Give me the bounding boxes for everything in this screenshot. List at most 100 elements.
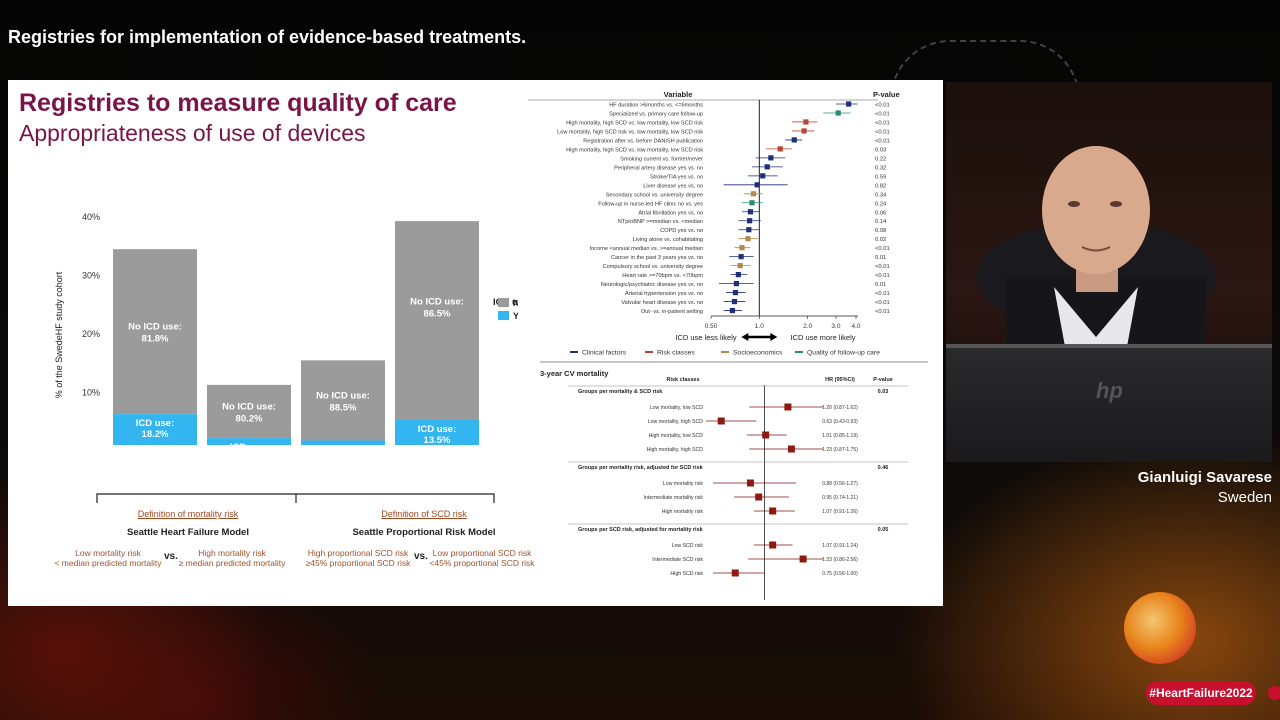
bar-no-label: No ICD use: [222,402,276,413]
hr-row-point [769,507,777,515]
hr-row-label: High mortality, high SCD [647,447,704,453]
hr-row-point [762,431,770,439]
hr-group-p: 0.05 [878,527,889,533]
legend-label: Yes [513,311,518,321]
legend-label: No [513,298,518,308]
forest-row-label: Compulsory school vs. university degree [603,264,703,270]
forest-row-point [846,101,852,107]
hr-row-label: High SCD risk [670,571,703,577]
speaker-country: Sweden [1217,489,1272,506]
bar-yes-icd [113,414,197,445]
hr-row-ci-text: 0.75 (0.56-1.00) [822,571,858,577]
forest-row-p: <0.01 [875,309,890,315]
low-scd-line2: <45% proportional SCD risk [429,558,535,568]
y-tick-label: 20% [82,329,100,339]
hr-group-p: 0.46 [878,465,889,471]
high-scd-definition: High proportional SCD risk ≥45% proporti… [302,548,414,568]
forest-row-p: 0.06 [875,210,886,216]
forest-row-p: 0.59 [875,174,886,180]
low-scd-definition: Low proportional SCD risk <45% proportio… [426,548,538,568]
bar-no-label: No ICD use: [410,297,464,308]
hr-header: HR (95%CI) [825,377,855,383]
icd-less-likely-label: ICD use less likely [675,333,737,342]
bar-no-icd [113,249,197,415]
hr-row-label: High mortality, low SCD [649,433,704,439]
scd-definition-link[interactable]: Definition of SCD risk [381,509,467,519]
heart-failure-logo-icon [1124,592,1196,664]
bar-yes-label: ICD use: [418,424,457,435]
forest-row-p: 0.14 [875,219,887,225]
forest-row-label: Cancer in the past 3 years yes vs. no [611,255,703,261]
forest-row-label: Secondary school vs. university degree [606,192,703,198]
high-mortality-line1: High mortality risk [198,548,266,558]
bar-no-value: 88.5% [330,402,357,413]
hr-group-p: 0.03 [878,389,889,395]
scd-model-name: Seattle Proportional Risk Model [352,527,496,538]
forest-row-p: 0.01 [875,282,886,288]
forest-variable-header: Variable [664,90,693,99]
hr-group-title: Groups per mortality & SCD risk [578,389,663,395]
forest-x-tick-label: 0.50 [705,323,718,330]
high-mortality-line2: ≥ median predicted mortality [178,558,286,568]
hashtag-dot-icon [1268,686,1280,700]
forest-x-tick-label: 4.0 [851,323,860,330]
hr-row-ci-text: 1.07 (0.91-1.24) [822,543,858,549]
icd-more-likely-label: ICD use more likely [790,333,855,342]
forest-row-label: Out- vs. in-patient setting [641,309,703,315]
forest-row-p: <0.01 [875,273,890,279]
forest-row-point [801,128,807,134]
hr-row-label: Intermediate SCD risk [652,557,703,563]
speaker-figure [976,146,1216,357]
hr-row-ci-text: 0.88 (0.56-1.27) [822,481,858,487]
forest-row-point [739,245,745,251]
forest-row-point [764,164,770,170]
forest-row-p: <0.01 [875,111,890,117]
forest-row-label: Valvular heart disease yes vs. no [621,300,703,306]
forest-row-p: 0.32 [875,165,886,171]
forest-row-label: Specialized vs. primary care follow-up [609,111,703,117]
forest-row-label: Low mortality, high SCD risk vs. low mor… [557,129,703,135]
forest-row-p: 0.01 [875,255,886,261]
banner-title: Registries for implementation of evidenc… [8,27,527,47]
hr-row-label: High mortality risk [662,509,704,515]
forest-row-label: High mortality, high SCD vs. low mortali… [566,120,703,126]
p-header: P-value [873,377,893,383]
forest-row-point [760,173,766,179]
forest-row-point [791,137,797,143]
hr-group-title: Groups per mortality risk, adjusted for … [578,465,704,471]
forest-row-point [768,155,774,161]
bar-no-value: 80.2% [236,414,263,425]
forest-row-label: Peripheral artery disease yes vs. no [614,165,703,171]
y-tick-label: 10% [82,388,100,398]
bar-yes-label: ICD use: [324,444,363,445]
bar-yes-label: ICD use: [230,442,269,445]
forest-row-point [747,209,754,215]
y-axis-label: % of the SwedeHF study cohort [54,271,64,398]
forest-row-label: High mortality, high SCD vs. low mortali… [566,147,703,153]
speaker-video: hp [946,82,1272,462]
forest-x-tick-label: 3.0 [831,323,840,330]
hr-row-label: Low mortality, high SCD [648,419,704,425]
forest-row-point [745,236,751,242]
mortality-definition-link[interactable]: Definition of mortality risk [137,509,239,519]
forest-row-label: Income <annual median vs. >=annual media… [590,246,703,252]
low-mortality-line1: Low mortality risk [75,548,141,558]
forest-row-label: Atrial fibrillation yes vs. no [638,210,703,216]
hr-row-ci-text: 0.95 (0.74-1.21) [822,495,858,501]
forest-row-p: 0.82 [875,183,886,189]
forest-row-label: Follow-up in nurse-led HF clinic no vs. … [598,201,703,207]
cv-mortality-title: 3-year CV mortality [540,369,609,378]
forest-row-p: 0.08 [875,228,886,234]
cv-mortality-forest-plot: 3-year CV mortality Risk classes HR (95%CI… [540,369,908,600]
bar-yes-icd [301,440,385,445]
forest-row-point [729,307,736,314]
forest-row-label: Liver disease yes vs. no [643,183,703,189]
forest-row-p: 0.02 [875,237,886,243]
bar-yes-icd [207,438,291,445]
forest-row-point [746,227,752,233]
forest-row-point [738,254,744,260]
forest-row-p: 0.24 [875,201,887,207]
mortality-model-name: Seattle Heart Failure Model [127,527,249,538]
hr-row-point [787,445,795,453]
hr-row-label: Intermediate mortality risk [644,495,704,501]
